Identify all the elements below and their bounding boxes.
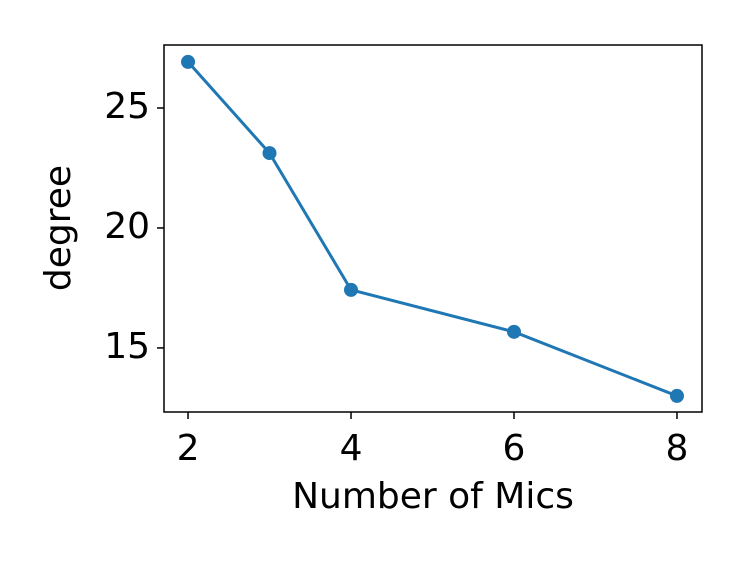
y-tick-label: 25 <box>104 86 150 127</box>
y-tick-label: 15 <box>104 326 150 367</box>
x-tick-label: 8 <box>666 428 689 469</box>
plot-frame <box>163 44 703 413</box>
x-tick-label: 6 <box>503 428 526 469</box>
x-axis-label: Number of Mics <box>292 476 574 517</box>
point <box>507 324 522 339</box>
y-tick-label: 20 <box>104 206 150 247</box>
line <box>186 60 678 398</box>
x-tick-label: 2 <box>177 428 200 469</box>
point <box>262 146 277 161</box>
point <box>344 282 359 297</box>
point <box>181 54 196 69</box>
y-axis-label: degree <box>38 165 79 291</box>
point <box>669 388 684 403</box>
x-tick-label: 4 <box>340 428 363 469</box>
